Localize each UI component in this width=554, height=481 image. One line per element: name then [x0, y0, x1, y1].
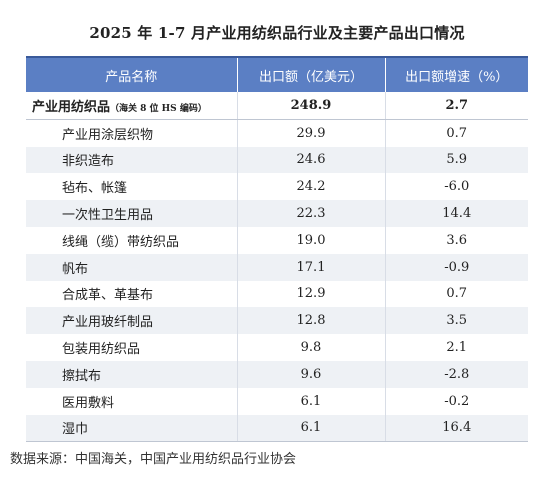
export-growth-cell: 16.4: [384, 414, 528, 443]
export-value-cell: 6.1: [236, 387, 385, 415]
export-value-cell: 22.3: [236, 200, 385, 227]
export-value-cell: 17.1: [236, 253, 385, 281]
export-growth-cell: -0.2: [384, 387, 528, 415]
export-growth-cell: 0.7: [384, 280, 528, 308]
product-name-cell: 湿巾: [26, 414, 237, 443]
export-value-cell: 19.0: [236, 226, 385, 254]
export-growth-cell: -6.0: [384, 173, 528, 201]
export-growth-cell: 2.1: [384, 334, 528, 361]
export-value-cell: 6.1: [236, 414, 385, 443]
data-source: 数据来源：中国海关，中国产业用纺织品行业协会: [10, 452, 297, 467]
export-growth-cell: 14.4: [384, 200, 528, 227]
table-row: 医用敷料 6.1 -0.2: [26, 387, 528, 415]
export-value-cell: 12.9: [236, 280, 385, 308]
total-name: 产业用纺织品: [32, 99, 111, 115]
table-row: 一次性卫生用品 22.3 14.4: [26, 200, 528, 227]
table-row: 帆布 17.1 -0.9: [26, 253, 528, 281]
table-row: 毡布、帐篷 24.2 -6.0: [26, 173, 528, 201]
export-value-cell: 9.8: [236, 334, 385, 361]
table-row: 合成革、革基布 12.9 0.7: [26, 280, 528, 308]
total-export-cell: 248.9: [236, 92, 385, 120]
export-value-cell: 29.9: [236, 119, 385, 147]
product-name-cell: 线绳（缆）带纺织品: [62, 234, 180, 250]
table-row: 线绳（缆）带纺织品 19.0 3.6: [26, 226, 528, 254]
product-name-cell: 合成革、革基布: [62, 288, 154, 304]
export-growth-cell: 0.7: [384, 119, 528, 147]
table-row: 湿巾 6.1 16.4: [26, 414, 528, 443]
total-growth-cell: 2.7: [384, 92, 528, 120]
total-note: （海关 8 位 HS 编码）: [110, 103, 207, 114]
table-title: 2025 年 1-7 月产业用纺织品行业及主要产品出口情况: [89, 24, 465, 42]
total-name-cell: 产业用纺织品（海关 8 位 HS 编码）: [26, 92, 237, 120]
total-row: 产业用纺织品（海关 8 位 HS 编码） 248.9 2.7: [26, 92, 528, 120]
export-growth-cell: -0.9: [384, 253, 528, 281]
header-product-name: 产品名称: [26, 56, 237, 92]
product-name-cell: 一次性卫生用品: [26, 200, 237, 227]
table-row: 非织造布 24.6 5.9: [26, 146, 528, 174]
product-name-cell: 包装用纺织品: [62, 342, 141, 358]
table-row: 包装用纺织品 9.8 2.1: [26, 334, 528, 361]
export-value-cell: 12.8: [236, 307, 385, 335]
export-growth-cell: 3.5: [384, 307, 528, 335]
table-row: 擦拭布 9.6 -2.8: [26, 360, 528, 388]
product-name-cell: 毡布、帐篷: [62, 181, 128, 197]
product-name-cell: 非织造布: [26, 146, 237, 174]
export-growth-cell: 5.9: [384, 146, 528, 174]
export-value-cell: 9.6: [236, 360, 385, 388]
export-table: 产品名称 出口额（亿美元） 出口额增速（%） 产业用纺织品（海关 8 位 HS …: [26, 56, 528, 443]
table-row: 产业用涂层织物 29.9 0.7: [26, 119, 528, 147]
export-value-cell: 24.6: [236, 146, 385, 174]
export-growth-cell: 3.6: [384, 226, 528, 254]
export-value-cell: 24.2: [236, 173, 385, 201]
product-name-cell: 帆布: [26, 253, 237, 281]
export-growth-cell: -2.8: [384, 360, 528, 388]
product-name-cell: 医用敷料: [62, 395, 115, 411]
header-row: 产品名称 出口额（亿美元） 出口额增速（%）: [26, 56, 528, 92]
product-name-cell: 产业用涂层织物: [62, 127, 154, 143]
header-export-value: 出口额（亿美元）: [236, 56, 385, 92]
product-name-cell: 产业用玻纤制品: [26, 307, 237, 335]
product-name-cell: 擦拭布: [26, 360, 237, 388]
header-export-growth: 出口额增速（%）: [384, 56, 528, 92]
table-row: 产业用玻纤制品 12.8 3.5: [26, 307, 528, 335]
